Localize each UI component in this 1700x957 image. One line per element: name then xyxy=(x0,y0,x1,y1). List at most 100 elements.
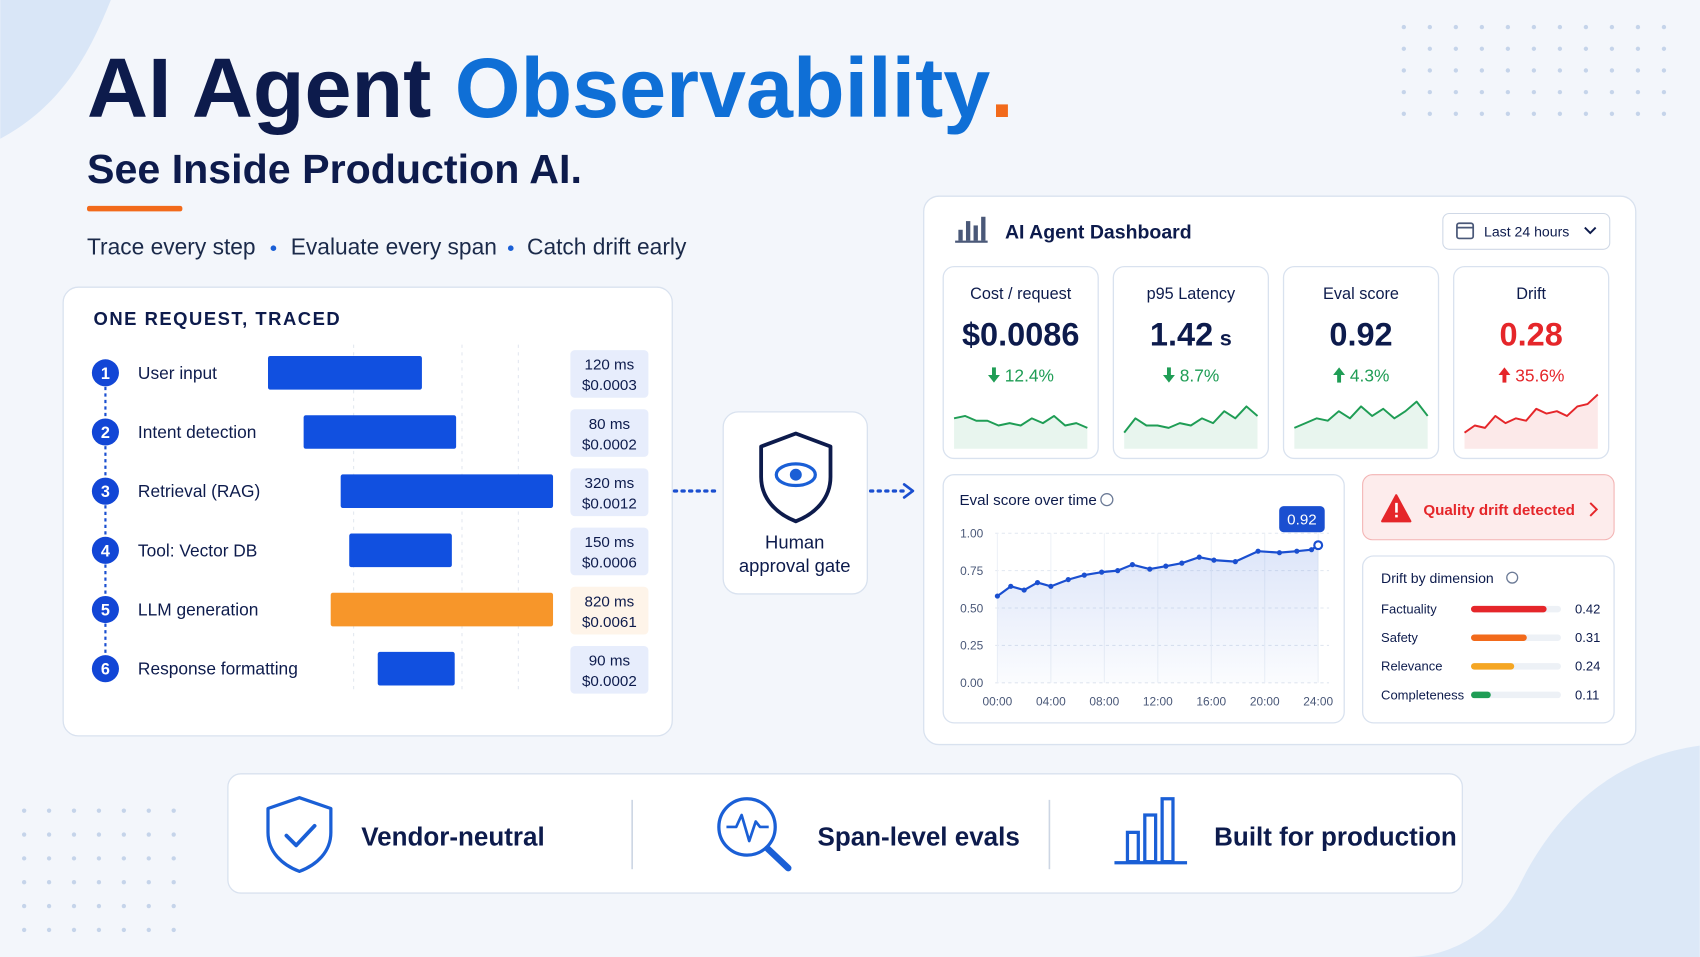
dot xyxy=(146,808,151,813)
dot xyxy=(21,856,27,861)
dot xyxy=(46,856,52,861)
point xyxy=(1099,569,1105,575)
dot xyxy=(171,927,176,933)
range-dropdown[interactable] xyxy=(1442,212,1611,250)
step-label: LLM generation xyxy=(138,599,258,619)
info-icon xyxy=(1506,571,1519,584)
point xyxy=(1048,583,1054,589)
drift-bar xyxy=(1471,634,1527,641)
point xyxy=(1313,540,1324,551)
dot xyxy=(1661,46,1667,51)
x-tick-label: 08:00 xyxy=(1089,695,1119,709)
span-bar xyxy=(349,533,452,568)
step-number: 3 xyxy=(101,483,110,501)
metric-value: 0.92 xyxy=(1329,317,1392,353)
step-badge xyxy=(91,477,119,505)
dot xyxy=(1401,68,1406,73)
span-bar xyxy=(330,592,554,627)
dot xyxy=(1583,89,1589,95)
separator xyxy=(507,245,514,252)
dot xyxy=(1609,111,1615,116)
alert[interactable] xyxy=(1362,474,1615,541)
dot xyxy=(1531,89,1537,95)
step-number: 2 xyxy=(101,424,110,442)
span-bar xyxy=(377,651,455,686)
dot xyxy=(1609,24,1615,30)
dot xyxy=(1583,46,1589,51)
sparkline xyxy=(1293,400,1429,429)
dot xyxy=(21,927,27,933)
step-label: Retrieval (RAG) xyxy=(138,481,260,501)
metric-number: $0.0086 xyxy=(962,317,1079,353)
title: AI Agent Observability. xyxy=(87,40,1014,135)
dot xyxy=(1583,24,1589,30)
dot xyxy=(1479,68,1485,73)
drift-track xyxy=(1471,691,1561,699)
dot xyxy=(1661,89,1667,95)
y-tick-label: 0.00 xyxy=(960,676,984,690)
dot xyxy=(1609,46,1615,51)
drift-label: Factuality xyxy=(1381,601,1437,616)
dot xyxy=(1505,89,1511,95)
y-tick-label: 0.75 xyxy=(960,564,984,578)
dot xyxy=(1453,111,1459,116)
trend-arrow xyxy=(1333,367,1346,375)
dot xyxy=(1427,111,1433,116)
underline xyxy=(87,205,183,212)
tagline: Catch drift early xyxy=(527,234,687,260)
metric-card xyxy=(1112,265,1269,460)
arrow-head xyxy=(902,483,915,499)
dot xyxy=(1557,111,1563,116)
dot xyxy=(21,880,27,885)
drift-label: Completeness xyxy=(1381,687,1465,702)
metric-label: Drift xyxy=(1516,285,1546,303)
dot xyxy=(146,832,151,837)
magnifier-handle xyxy=(764,845,792,872)
point xyxy=(1308,547,1315,553)
dot xyxy=(96,903,102,909)
trend-arrow xyxy=(1337,373,1342,383)
separator xyxy=(270,245,277,252)
dot xyxy=(1505,68,1511,73)
metric-change: 12.4% xyxy=(1005,365,1054,385)
eye-icon xyxy=(774,462,817,488)
step-badge xyxy=(91,359,119,387)
sparkline-area xyxy=(1464,394,1598,449)
gate-label: Human xyxy=(765,531,824,552)
dot xyxy=(1453,68,1459,73)
metric-value: 1.42 s xyxy=(1150,317,1232,353)
dot xyxy=(1401,89,1406,95)
step-label: Intent detection xyxy=(138,422,257,442)
span-cost: $0.0061 xyxy=(582,614,637,631)
metric-number: 1.42 xyxy=(1150,317,1213,353)
dot xyxy=(71,903,77,909)
span-cost: $0.0002 xyxy=(582,436,637,453)
dot xyxy=(1635,89,1641,95)
drift-label: Safety xyxy=(1381,630,1418,645)
dot xyxy=(146,927,151,933)
x-tick-label: 24:00 xyxy=(1303,695,1333,709)
dot xyxy=(1479,89,1485,95)
point xyxy=(1211,557,1217,563)
point xyxy=(1147,566,1153,572)
dot xyxy=(21,832,27,837)
drift-value: 0.11 xyxy=(1575,687,1599,702)
sparkline-area xyxy=(1124,406,1258,449)
eye-pupil xyxy=(789,468,802,481)
dot xyxy=(1557,89,1563,95)
step-badge xyxy=(91,595,119,624)
dot xyxy=(46,927,52,933)
info-icon xyxy=(1100,493,1114,507)
point xyxy=(1008,583,1014,589)
x-tick-label: 04:00 xyxy=(1036,695,1066,709)
sparkline xyxy=(1463,393,1599,434)
dot xyxy=(1505,46,1511,51)
point xyxy=(1021,587,1027,593)
dot xyxy=(171,832,176,837)
metric-card xyxy=(1453,265,1610,460)
span-cost: $0.0006 xyxy=(582,555,637,572)
feature-label: Vendor-neutral xyxy=(361,821,544,851)
dot xyxy=(1557,24,1563,30)
dot xyxy=(21,903,27,909)
